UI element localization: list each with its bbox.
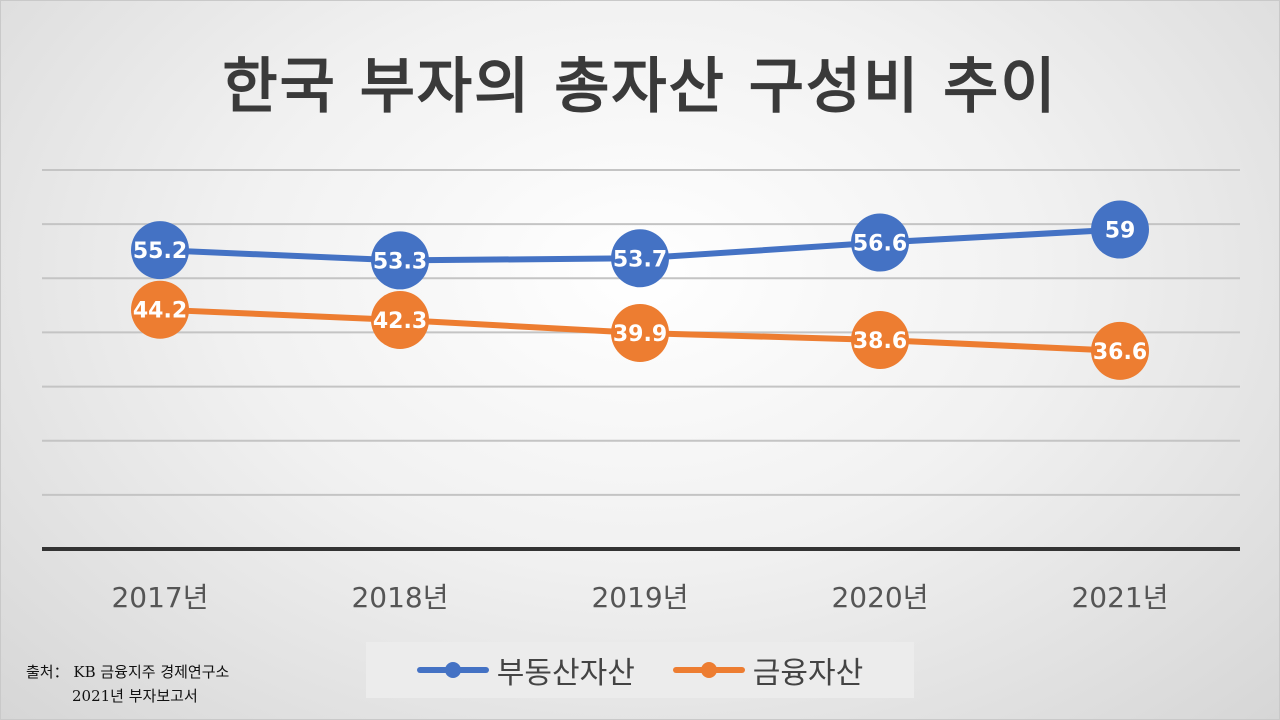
legend-label-financial: 금융자산 — [752, 656, 864, 691]
data-point-financial — [851, 311, 909, 370]
x-tick-label: 2017년 — [111, 581, 208, 614]
legend-label-real-estate: 부동산자산 — [496, 656, 635, 691]
source-note: 출처： KB 금융지주 경제연구소 2021년 부자보고서 — [26, 660, 229, 708]
data-label: 36.6 — [1093, 340, 1147, 365]
legend-swatch-real-estate — [416, 662, 489, 678]
data-point-real-estate — [371, 231, 429, 290]
data-label: 53.3 — [373, 249, 427, 274]
data-label: 53.7 — [613, 247, 667, 272]
chart-title: 한국 부자의 총자산 구성비 추이 — [222, 52, 1058, 122]
legend-swatch-financial — [672, 662, 745, 678]
data-point-financial — [611, 303, 669, 362]
x-tick-label: 2018년 — [351, 581, 448, 614]
legend-item-financial: 금융자산 — [672, 648, 864, 692]
data-label: 55.2 — [133, 239, 187, 264]
x-tick-label: 2021년 — [1071, 581, 1168, 614]
data-point-real-estate — [1091, 200, 1149, 259]
legend-item-real-estate: 부동산자산 — [416, 648, 635, 692]
data-point-financial — [1091, 321, 1149, 380]
legend: 부동산자산 금융자산 — [366, 642, 914, 698]
data-label: 38.6 — [853, 329, 907, 354]
source-line-1: 출처： KB 금융지주 경제연구소 — [26, 663, 230, 681]
data-label: 59 — [1105, 219, 1136, 244]
data-point-real-estate — [611, 229, 669, 288]
data-label: 44.2 — [133, 299, 187, 324]
data-point-real-estate — [131, 221, 189, 280]
x-tick-label: 2020년 — [831, 581, 928, 614]
x-tick-label: 2019년 — [591, 581, 688, 614]
data-label: 39.9 — [613, 322, 667, 347]
data-point-financial — [131, 280, 189, 339]
data-point-real-estate — [851, 213, 909, 272]
data-point-financial — [371, 290, 429, 349]
data-label: 42.3 — [373, 309, 427, 334]
data-label: 56.6 — [853, 232, 907, 257]
source-line-2: 2021년 부자보고서 — [72, 687, 198, 705]
